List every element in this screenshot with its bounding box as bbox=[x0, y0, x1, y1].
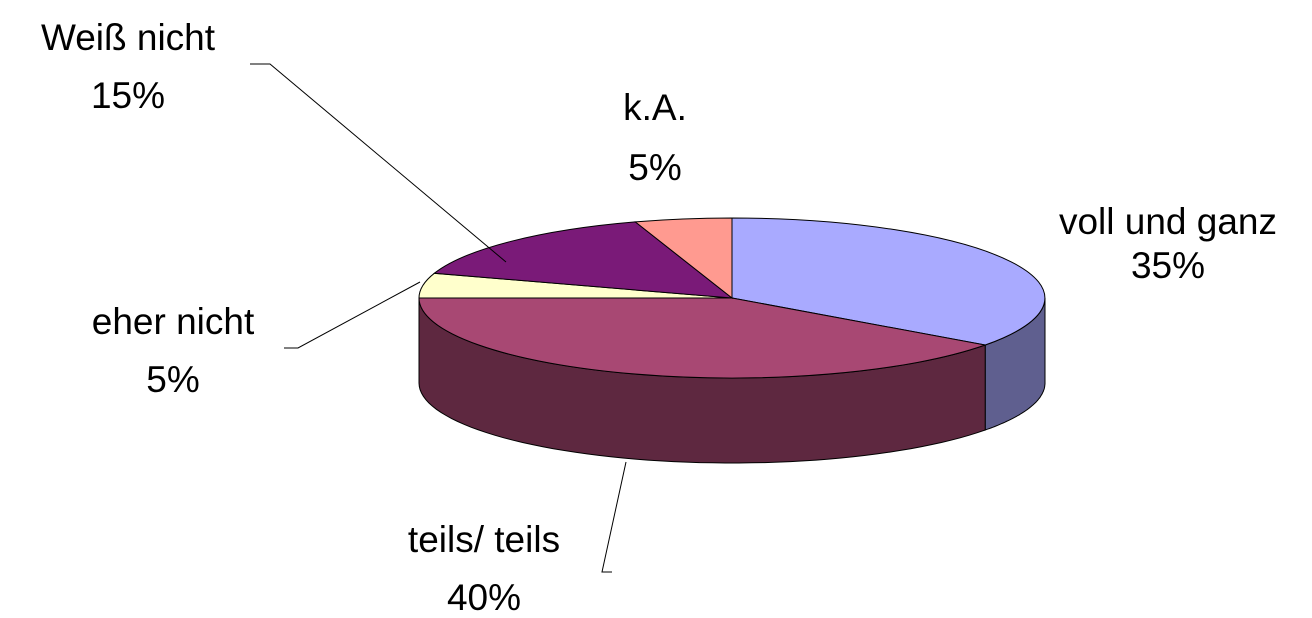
leader-lines bbox=[250, 63, 627, 573]
slice-value-teils-teils: 40% bbox=[447, 577, 521, 618]
slice-label-teils-teils: teils/ teils bbox=[408, 519, 560, 560]
leader-eher-nicht bbox=[284, 281, 421, 349]
slice-label-eher-nicht: eher nicht bbox=[92, 301, 255, 342]
slice-label-weiss-nicht: Weiß nicht bbox=[41, 17, 216, 58]
pie-sides bbox=[418, 297, 1046, 464]
slice-value-eher-nicht: 5% bbox=[146, 359, 199, 400]
slice-value-weiss-nicht: 15% bbox=[91, 75, 165, 116]
pie-tops bbox=[418, 217, 1046, 379]
slice-label-voll-und-ganz: voll und ganz bbox=[1059, 201, 1277, 242]
slice-label-ka: k.A. bbox=[623, 87, 687, 128]
pie-slice-weiss-nicht bbox=[432, 221, 734, 299]
leader-weiss-nicht bbox=[250, 63, 507, 263]
pie-slice-teils-teils bbox=[418, 297, 988, 379]
pie-slice-voll-und-ganz bbox=[731, 217, 1046, 346]
slice-value-voll-und-ganz: 35% bbox=[1131, 245, 1205, 286]
pie-slice-k-a bbox=[633, 217, 733, 300]
slice-value-ka: 5% bbox=[628, 147, 681, 188]
leader-teils-teils bbox=[601, 461, 627, 573]
